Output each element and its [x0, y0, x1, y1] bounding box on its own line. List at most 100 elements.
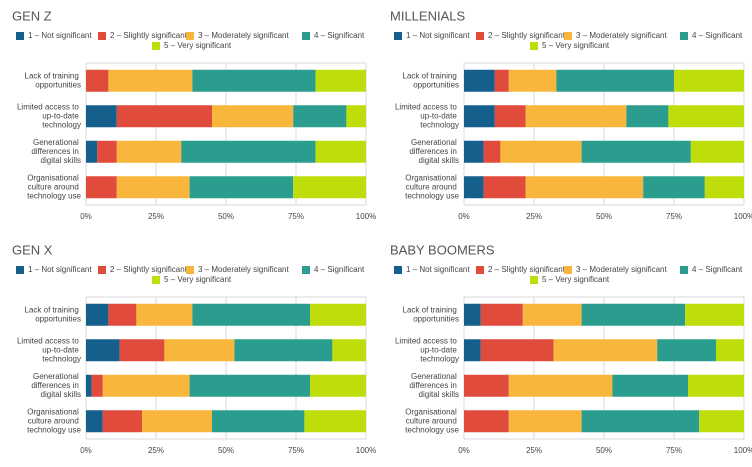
legend-swatch [152, 276, 160, 284]
x-tick-label: 75% [666, 446, 682, 455]
bar-segment [508, 69, 557, 92]
x-tick-label: 50% [596, 212, 612, 221]
bar-segment [189, 374, 310, 397]
y-tick-label: Generational differences in digital skil… [31, 372, 81, 399]
bar-segment [674, 69, 744, 92]
y-tick-label: Lack of training opportunities [25, 71, 81, 89]
bar-segment [164, 339, 235, 362]
bar-segment [508, 410, 582, 433]
bar-segment [212, 105, 294, 128]
bar-segment [626, 105, 669, 128]
bar-segment [293, 105, 347, 128]
x-tick-label: 25% [148, 446, 164, 455]
bar-segment [116, 176, 190, 199]
bar-segment [234, 339, 333, 362]
bar-segment [500, 140, 582, 163]
y-tick-label: Limited access to up-to-date technology [17, 336, 81, 363]
x-tick-label: 0% [458, 446, 470, 455]
legend-label: 5 – Very significant [542, 41, 610, 50]
x-tick-label: 50% [218, 446, 234, 455]
bar-segment [136, 303, 193, 326]
bar-segment [494, 69, 509, 92]
x-tick-label: 100% [356, 212, 376, 221]
legend-swatch [476, 32, 484, 40]
bar-segment [86, 69, 109, 92]
bar-segment [86, 303, 109, 326]
bar-segment [483, 140, 501, 163]
y-tick-label: Generational differences in digital skil… [409, 372, 459, 399]
y-tick-label: Lack of training opportunities [403, 305, 459, 323]
legend-label: 1 – Not significant [28, 265, 92, 274]
x-tick-label: 75% [288, 446, 304, 455]
x-tick-label: 0% [80, 212, 92, 221]
y-tick-label: Generational differences in digital skil… [31, 138, 81, 165]
x-tick-label: 0% [80, 446, 92, 455]
bar-segment [102, 374, 190, 397]
bar-segment [464, 339, 481, 362]
bar-segment [86, 410, 103, 433]
legend-swatch [530, 276, 538, 284]
x-tick-label: 50% [218, 212, 234, 221]
legend-swatch [302, 266, 310, 274]
bar-segment [86, 140, 98, 163]
legend-label: 4 – Significant [692, 31, 743, 40]
legend-label: 4 – Significant [314, 31, 365, 40]
legend-label: 3 – Moderately significant [576, 265, 667, 274]
bar-segment [483, 176, 526, 199]
legend-swatch [186, 32, 194, 40]
bar-segment [464, 303, 481, 326]
bar-segment [688, 374, 744, 397]
legend-label: 2 – Slightly significant [110, 265, 188, 274]
bar-segment [116, 105, 212, 128]
bar-segment [522, 303, 582, 326]
legend-swatch [302, 32, 310, 40]
legend-label: 4 – Significant [692, 265, 743, 274]
bar-segment [581, 410, 700, 433]
legend-swatch [394, 32, 402, 40]
legend-label: 1 – Not significant [406, 31, 470, 40]
legend-swatch [16, 32, 24, 40]
bar-segment [315, 69, 366, 92]
bar-segment [464, 69, 495, 92]
legend-label: 1 – Not significant [28, 31, 92, 40]
legend-swatch [680, 32, 688, 40]
legend-label: 4 – Significant [314, 265, 365, 274]
bar-segment [97, 140, 117, 163]
chart-title: BABY BOOMERS [390, 242, 495, 257]
legend-swatch [186, 266, 194, 274]
legend-label: 2 – Slightly significant [488, 265, 566, 274]
y-tick-label: Limited access to up-to-date technology [17, 102, 81, 129]
bar-segment [704, 176, 744, 199]
bar-segment [310, 374, 366, 397]
legend-label: 3 – Moderately significant [576, 31, 667, 40]
bar-segment [346, 105, 366, 128]
legend-swatch [98, 266, 106, 274]
bar-segment [685, 303, 744, 326]
legend-label: 5 – Very significant [164, 41, 232, 50]
legend-swatch [680, 266, 688, 274]
legend-label: 3 – Moderately significant [198, 31, 289, 40]
legend-swatch [564, 32, 572, 40]
bar-segment [525, 105, 627, 128]
bar-segment [108, 69, 193, 92]
y-tick-label: Lack of training opportunities [25, 305, 81, 323]
bar-segment [581, 140, 691, 163]
bar-segment [464, 140, 484, 163]
bar-segment [508, 374, 613, 397]
bar-segment [612, 374, 688, 397]
bar-segment [108, 303, 137, 326]
legend-label: 2 – Slightly significant [488, 31, 566, 40]
bar-segment [668, 105, 744, 128]
x-tick-label: 100% [734, 446, 752, 455]
bar-segment [119, 339, 165, 362]
x-tick-label: 50% [596, 446, 612, 455]
x-tick-label: 75% [288, 212, 304, 221]
legend-swatch [98, 32, 106, 40]
legend-swatch [394, 266, 402, 274]
y-tick-label: Organisational culture around technology… [405, 173, 459, 200]
x-tick-label: 100% [734, 212, 752, 221]
bar-segment [91, 374, 103, 397]
y-tick-label: Limited access to up-to-date technology [395, 336, 459, 363]
bar-segment [464, 105, 495, 128]
legend-label: 1 – Not significant [406, 265, 470, 274]
